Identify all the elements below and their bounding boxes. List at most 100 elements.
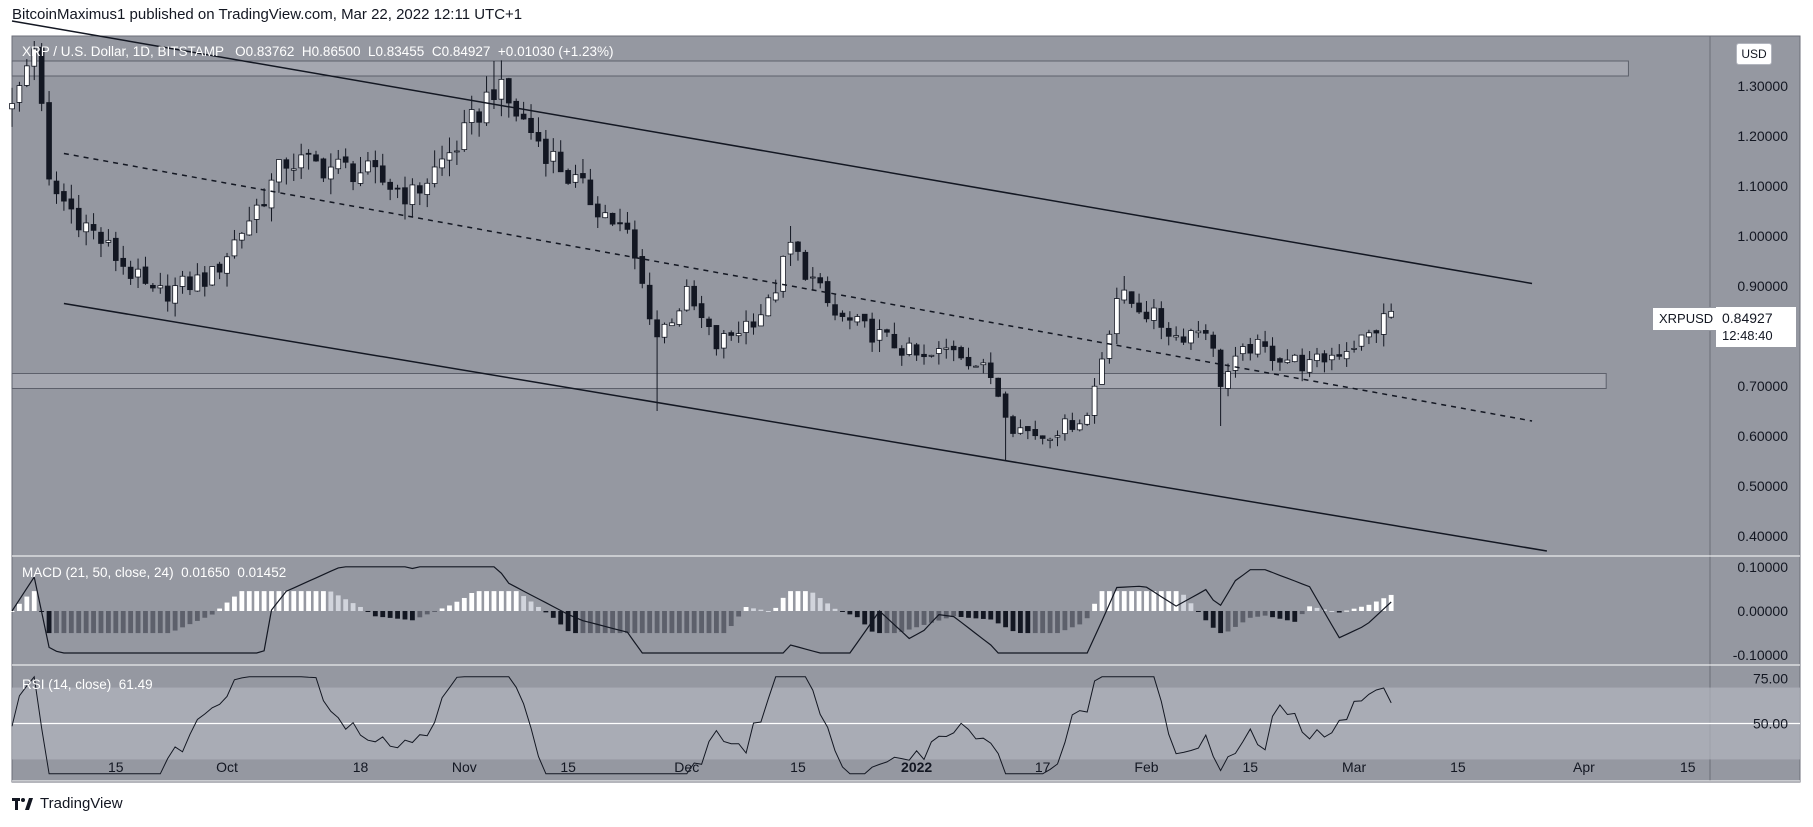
macd-bar xyxy=(217,608,223,611)
macd-bar xyxy=(706,611,712,634)
macd-bar xyxy=(1099,591,1105,611)
macd-bar xyxy=(958,611,964,617)
candle-body xyxy=(468,109,475,123)
candle-body xyxy=(216,263,223,273)
candle-body xyxy=(387,181,393,190)
macd-bar xyxy=(261,591,267,611)
macd-label: MACD (21, 50, close, 24) xyxy=(22,565,174,580)
candle-body xyxy=(1069,420,1076,430)
candle-body xyxy=(172,285,178,304)
tradingview-logo-icon[interactable] xyxy=(12,797,34,810)
macd-bar xyxy=(350,603,356,611)
macd-bar xyxy=(1195,611,1201,612)
rsi-tick-label: 50.00 xyxy=(1753,716,1788,732)
macd-bar xyxy=(877,611,882,634)
macd-bar xyxy=(854,611,860,618)
close-value: 0.84927 xyxy=(441,44,491,59)
macd-bar xyxy=(1284,611,1290,621)
candle-body xyxy=(1062,418,1068,435)
candle-body xyxy=(565,170,571,184)
candle-body xyxy=(75,207,82,231)
candle-body xyxy=(372,160,379,168)
symbol-price-tag: XRPUSD xyxy=(1652,307,1721,331)
macd-value-2: 0.01452 xyxy=(237,565,287,580)
candle-body xyxy=(535,132,542,142)
candle-body xyxy=(1165,327,1172,337)
candle-body xyxy=(1358,334,1365,347)
candle-body xyxy=(1299,354,1305,372)
x-tick-label: 17 xyxy=(1035,759,1051,775)
rsi-legend: RSI (14, close) 61.49 xyxy=(22,677,153,692)
macd-bar xyxy=(1032,611,1038,634)
macd-bar xyxy=(105,611,111,634)
candle-body xyxy=(676,310,683,325)
candle-body xyxy=(498,78,505,100)
macd-bar xyxy=(884,611,890,634)
candle-body xyxy=(1225,371,1231,389)
candle-body xyxy=(1143,311,1150,320)
macd-bar xyxy=(802,591,808,611)
x-tick-label: Mar xyxy=(1342,759,1366,775)
macd-bar xyxy=(54,611,59,634)
candle-body xyxy=(142,266,149,284)
macd-bar xyxy=(528,601,534,611)
candle-body xyxy=(1202,330,1209,334)
candle-body xyxy=(572,174,579,183)
macd-bar xyxy=(143,611,148,634)
candle-body xyxy=(832,304,838,316)
candle-body xyxy=(1217,349,1224,387)
high-label: H xyxy=(301,44,312,59)
candle-body xyxy=(179,275,186,287)
macd-bar xyxy=(602,611,608,634)
candle-body xyxy=(550,150,557,162)
candle-body xyxy=(743,320,749,333)
candles xyxy=(9,41,1394,461)
macd-bar xyxy=(788,591,793,611)
macd-bar xyxy=(1025,611,1031,634)
footer-brand[interactable]: TradingView xyxy=(40,795,123,812)
candle-body xyxy=(1084,415,1090,425)
candle-body xyxy=(365,160,371,173)
candle-body xyxy=(1032,429,1039,437)
candle-body xyxy=(617,222,623,225)
candle-body xyxy=(876,329,883,341)
candle-body xyxy=(706,318,712,328)
macd-bar xyxy=(966,611,971,618)
macd-bar xyxy=(432,611,438,612)
candle-body xyxy=(921,353,927,358)
candle-body xyxy=(646,284,653,320)
macd-bar xyxy=(840,611,845,612)
candle-body xyxy=(1158,308,1165,328)
macd-bar xyxy=(343,599,349,611)
rsi-tick-label: 75.00 xyxy=(1753,671,1788,687)
x-tick-label: 15 xyxy=(1450,759,1466,775)
candle-body xyxy=(1240,346,1246,355)
macd-bar xyxy=(172,611,178,631)
macd-bar xyxy=(1092,603,1097,611)
candle-body xyxy=(187,276,193,291)
macd-bar xyxy=(254,591,260,611)
macd-bar xyxy=(1388,594,1394,611)
candle-body xyxy=(1314,353,1320,361)
macd-bar xyxy=(980,611,986,619)
candle-body xyxy=(483,91,490,124)
macd-bar xyxy=(736,611,742,617)
candle-body xyxy=(1188,330,1194,344)
rsi-label: RSI (14, close) xyxy=(22,677,112,692)
candle-body xyxy=(543,138,549,164)
candle-body xyxy=(1343,351,1350,360)
macd-bar xyxy=(1040,611,1046,634)
currency-badge[interactable]: USD xyxy=(1736,43,1772,65)
macd-bar xyxy=(610,611,616,634)
candle-body xyxy=(491,89,497,100)
candle-body xyxy=(802,251,809,280)
candle-body xyxy=(24,65,30,86)
macd-bar xyxy=(157,611,163,634)
candle-body xyxy=(1321,353,1328,363)
candle-body xyxy=(46,102,52,180)
horizontal-zone xyxy=(11,373,1607,389)
macd-bar xyxy=(380,611,386,618)
macd-bar xyxy=(1247,611,1253,618)
macd-legend: MACD (21, 50, close, 24) 0.01650 0.01452 xyxy=(22,565,286,580)
